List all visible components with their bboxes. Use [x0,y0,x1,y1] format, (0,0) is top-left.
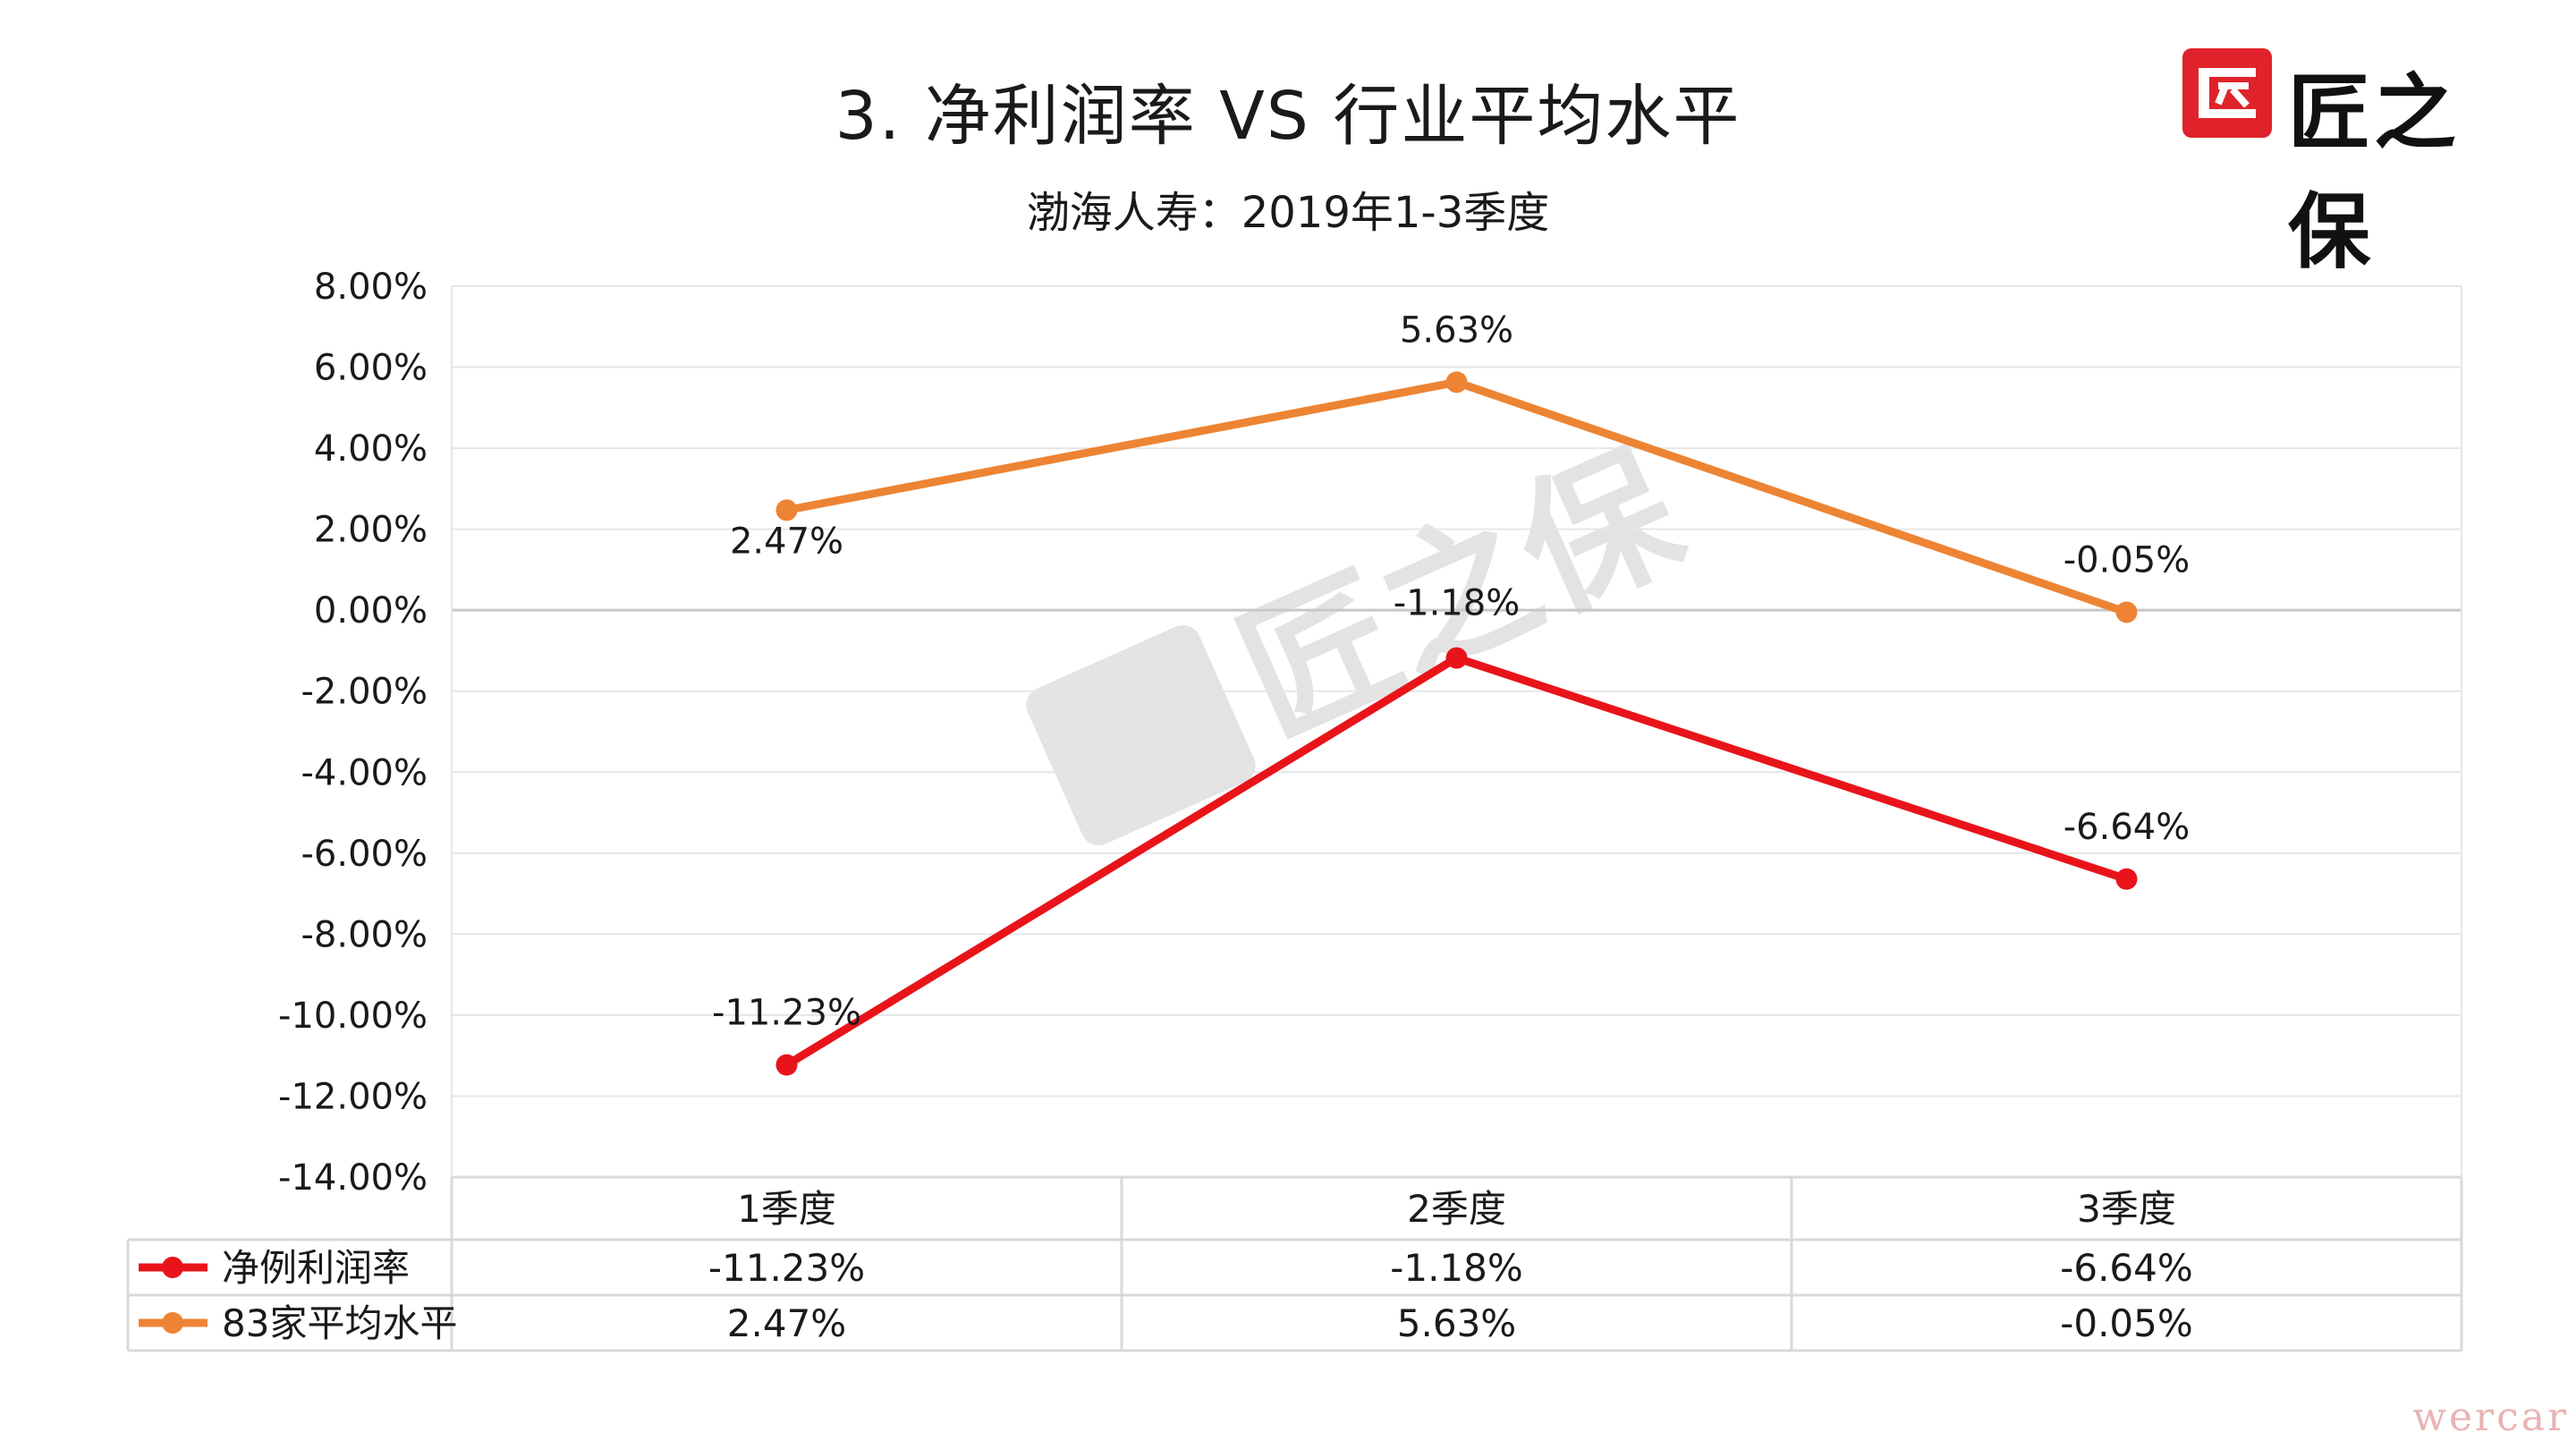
y-tick-label: 0.00% [314,590,428,631]
table-cell: -0.05% [2060,1301,2193,1345]
series-lines [775,371,2138,1076]
y-tick-label: -12.00% [278,1076,428,1117]
table-cell: -11.23% [708,1246,865,1290]
y-tick-label: -4.00% [301,752,428,793]
y-tick-label: 8.00% [314,267,428,308]
table-cell: 2.47% [727,1301,846,1345]
legend-swatch-marker [162,1312,183,1334]
series-line-1 [784,654,2128,1069]
legend-label: 净例利润率 [222,1246,410,1290]
y-tick-label: -2.00% [301,672,428,713]
data-label: -11.23% [712,993,861,1034]
y-axis-ticks: 8.00% 6.00% 4.00% 2.00% 0.00% -2.00% -4.00% -6.… [278,267,428,1199]
watermark-logo: 匠之保 [1026,420,1707,846]
watermark-logo-icon [1026,624,1256,846]
chart-subtitle: 渤海人寿：2019年1-3季度 [1026,188,1550,238]
y-tick-label: -10.00% [278,996,428,1037]
series-point [2115,601,2138,623]
y-tick-label: -8.00% [301,914,428,955]
y-tick-label: 2.00% [314,510,428,551]
brand-logo: 匠之保 [2182,45,2540,280]
center-watermark: 匠之保 [1026,420,1707,846]
x-tick-label: 3季度 [2077,1187,2176,1231]
table-cell: -6.64% [2060,1246,2193,1290]
y-tick-label: -14.00% [278,1157,428,1199]
data-label: -0.05% [2063,539,2190,580]
y-tick-label: 4.00% [314,428,428,470]
data-label: 2.47% [730,521,843,562]
table-cell: -1.18% [1390,1246,1523,1290]
data-labels: -11.23% -1.18% -6.64% 2.47% 5.63% -0.05% [712,309,2190,1033]
brand-logo-text: 匠之保 [2288,65,2461,280]
x-tick-label: 2季度 [1407,1187,1506,1231]
legend-swatch-marker [162,1257,183,1278]
data-label: -6.64% [2063,807,2190,848]
gridlines [451,285,2462,1178]
series-point [775,499,798,521]
data-label: -1.18% [1394,583,1521,624]
chart-title: 3. 净利润率 VS 行业平均水平 [835,78,1741,155]
data-label: 5.63% [1400,309,1513,351]
series-point [1445,647,1468,669]
y-tick-label: 6.00% [314,348,428,389]
series-point [2115,868,2138,890]
brand-logo-icon [2182,48,2272,138]
series-point [775,1054,798,1076]
x-tick-label: 1季度 [737,1187,836,1231]
table-cell: 5.63% [1397,1301,1516,1345]
legend-label: 83家平均水平 [222,1301,457,1345]
y-tick-label: -6.00% [301,834,428,875]
corner-watermark: wercar [2412,1394,2569,1440]
series-point [1445,371,1468,394]
